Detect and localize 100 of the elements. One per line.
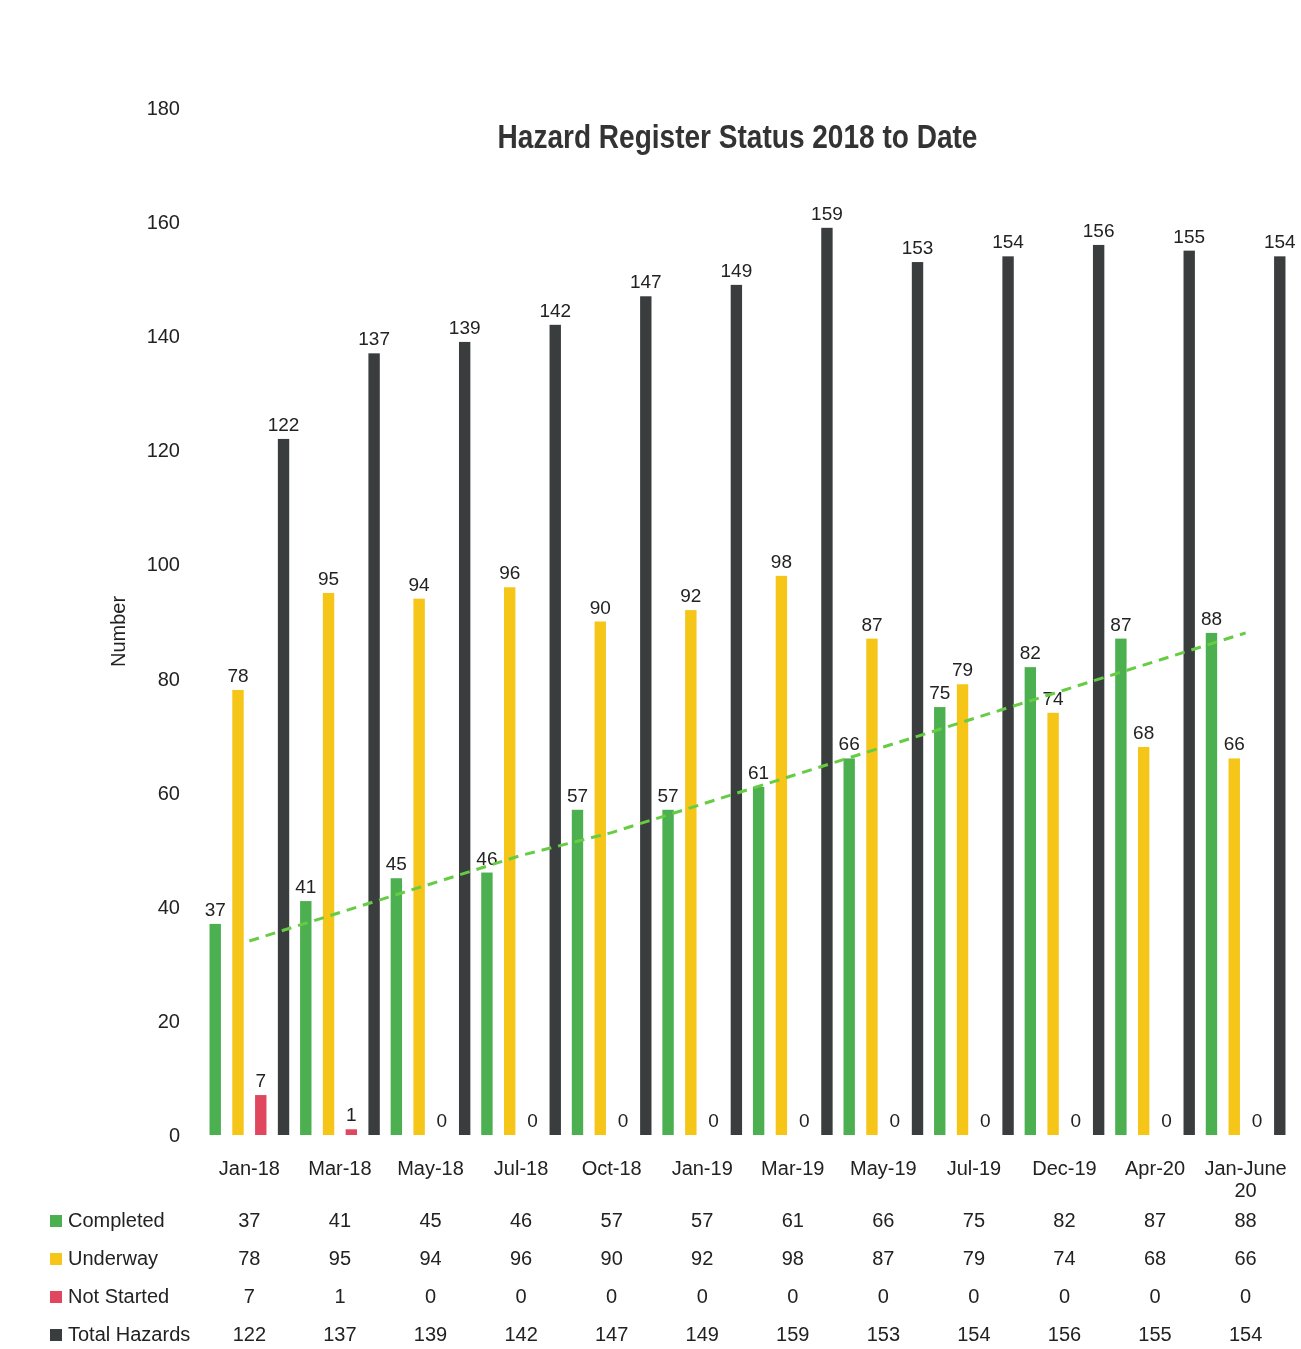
bar: [1228, 758, 1240, 1135]
data-label: 37: [238, 1209, 261, 1231]
bar: [640, 296, 652, 1135]
data-label: 61: [781, 1209, 804, 1231]
bar: [1205, 632, 1218, 1135]
data-label: 66: [872, 1209, 895, 1231]
bar: [549, 324, 561, 1135]
bar: [277, 438, 290, 1135]
bar: [390, 878, 403, 1135]
data-label: 74: [1053, 1247, 1076, 1269]
y-tick-label: 20: [157, 1009, 180, 1032]
data-label: 66: [1234, 1247, 1257, 1269]
data-label: 153: [866, 1323, 901, 1345]
text: 0: [889, 1110, 901, 1131]
bar: [911, 262, 924, 1135]
y-tick-label: 60: [157, 781, 180, 804]
data-label: 46: [509, 1209, 533, 1231]
y-tick-label: 40: [157, 895, 180, 918]
bar: [458, 341, 471, 1135]
data-label: 7: [243, 1285, 255, 1307]
data-label: 155: [1138, 1323, 1172, 1345]
x-tick-label: Dec-19: [1032, 1157, 1097, 1179]
bar: [232, 689, 244, 1135]
text: 87: [861, 613, 883, 635]
y-tick-label: 80: [157, 667, 180, 690]
legend-label: Underway: [68, 1247, 159, 1269]
text: 137: [358, 328, 390, 350]
x-tick-label: Mar-19: [761, 1157, 825, 1179]
data-label: 147: [594, 1323, 629, 1345]
text: 159: [811, 202, 843, 224]
text: 68: [1133, 722, 1155, 744]
bar: [1183, 250, 1195, 1135]
text: 154: [992, 231, 1024, 253]
data-label: 90: [600, 1247, 623, 1269]
data-label: 1: [334, 1285, 346, 1307]
text: 142: [539, 299, 572, 321]
text: 7: [255, 1070, 267, 1092]
bar: [322, 592, 335, 1135]
data-label: 57: [600, 1209, 623, 1231]
text: 82: [1019, 642, 1041, 664]
text: 57: [566, 784, 589, 806]
text: 147: [629, 271, 662, 293]
bar: [843, 758, 855, 1135]
text: 41: [295, 876, 317, 898]
x-tick-label: Jan-19: [671, 1157, 733, 1179]
legend-label: Completed: [68, 1209, 165, 1231]
text: 153: [901, 237, 934, 259]
text: 149: [720, 259, 753, 281]
text: 95: [317, 567, 340, 589]
text: 1: [346, 1104, 357, 1126]
data-label: 142: [504, 1323, 538, 1345]
bar: [1092, 244, 1105, 1135]
text: 75: [929, 682, 951, 704]
text: 156: [1082, 219, 1115, 241]
bar: [775, 575, 788, 1135]
bar: [413, 598, 425, 1135]
y-tick-label: 160: [146, 211, 180, 234]
text: 94: [408, 573, 430, 595]
text: 87: [1110, 613, 1132, 635]
x-tick-label: Jan-18: [218, 1157, 280, 1179]
text: 66: [1223, 733, 1245, 755]
x-tick-label: May-18: [397, 1157, 464, 1179]
text: 0: [708, 1110, 719, 1131]
data-label: 159: [776, 1323, 810, 1345]
bar: [300, 901, 312, 1135]
x-tick-label: Jan-June 20: [1204, 1157, 1287, 1201]
bar: [685, 610, 697, 1135]
data-label: 0: [424, 1285, 437, 1307]
text: 88: [1200, 607, 1223, 629]
y-tick-label: 0: [168, 1124, 180, 1146]
data-label: 78: [238, 1247, 261, 1269]
text: 96: [499, 562, 521, 584]
text: 57: [657, 784, 679, 806]
text: 155: [1173, 225, 1206, 247]
data-label: 82: [1053, 1209, 1076, 1231]
text: 92: [680, 585, 702, 607]
bar: [594, 621, 606, 1135]
text: 66: [838, 733, 860, 755]
text: 0: [436, 1110, 448, 1131]
text: 139: [448, 316, 481, 338]
x-tick-label: Mar-18: [308, 1157, 372, 1179]
data-label: 0: [606, 1285, 618, 1307]
x-tick-label: May-19: [850, 1157, 917, 1179]
text: 0: [798, 1110, 810, 1131]
text: 0: [980, 1110, 991, 1131]
bar: [866, 638, 878, 1135]
text: 0: [527, 1110, 538, 1131]
text: 78: [227, 664, 249, 686]
data-label: 149: [685, 1323, 719, 1345]
x-tick-label: Apr-20: [1125, 1157, 1186, 1179]
data-label: 41: [328, 1209, 352, 1231]
data-label: 154: [1228, 1323, 1263, 1345]
bar: [1002, 256, 1014, 1135]
data-label: 87: [872, 1247, 895, 1269]
bar: [209, 923, 221, 1135]
data-label: 75: [962, 1209, 986, 1231]
text: 61: [748, 761, 770, 783]
text: 0: [617, 1110, 629, 1131]
bar: [821, 227, 833, 1135]
legend-label: Total Hazards: [68, 1323, 191, 1345]
